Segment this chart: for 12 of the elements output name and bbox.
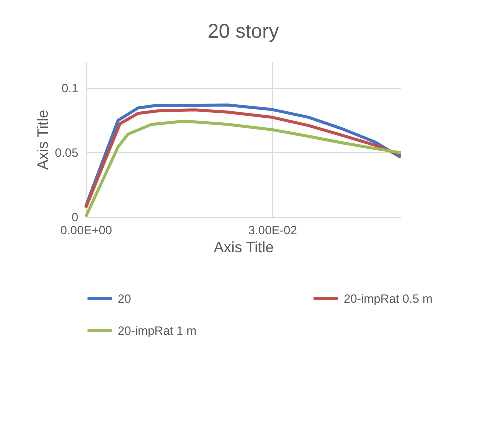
y-tick-label: 0 — [72, 210, 79, 224]
legend-label: 20-impRat 0.5 m — [344, 292, 433, 306]
legend-label: 20-impRat 1 m — [118, 324, 197, 338]
y-tick-label: 0.1 — [62, 81, 79, 96]
legend-label: 20 — [118, 292, 132, 306]
x-tick-label: 3.00E-02 — [248, 224, 298, 238]
x-tick-label: 0.00E+00 — [60, 224, 113, 238]
chart-title: 20 story — [208, 21, 280, 43]
line-series — [84, 120, 402, 218]
y-axis-title: Axis Title — [35, 110, 52, 170]
x-axis-title: Axis Title — [214, 240, 274, 256]
y-tick-label: 0.05 — [55, 146, 79, 160]
